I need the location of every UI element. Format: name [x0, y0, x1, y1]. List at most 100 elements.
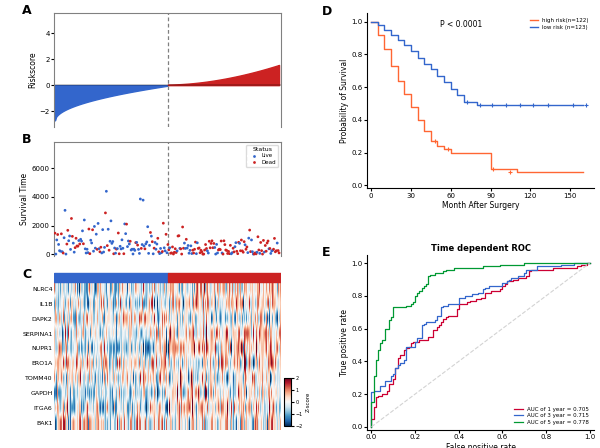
Point [208, 244, 218, 251]
Point [271, 248, 280, 255]
Text: C: C [22, 268, 31, 281]
Point [475, 102, 485, 109]
Point [125, 241, 134, 248]
Point [502, 102, 511, 109]
Point [236, 237, 246, 244]
Point [129, 246, 139, 253]
Point [139, 197, 148, 204]
Point [257, 247, 266, 254]
Point [209, 240, 218, 247]
Point [128, 250, 138, 258]
Point [177, 250, 187, 258]
Point [54, 241, 64, 248]
AUC of 5 year = 0.778 [586, 261, 593, 266]
Point [181, 236, 191, 243]
Point [127, 246, 136, 254]
Point [112, 246, 121, 253]
Point [136, 245, 146, 252]
Point [56, 248, 65, 255]
Point [101, 209, 110, 216]
Point [193, 245, 203, 252]
Point [172, 249, 181, 256]
Point [179, 245, 188, 252]
Point [462, 98, 472, 105]
Point [205, 238, 214, 245]
Point [262, 248, 271, 255]
Point [82, 250, 91, 257]
Point [263, 237, 273, 245]
Point [226, 250, 236, 257]
Point [260, 249, 269, 256]
Point [113, 229, 123, 237]
Point [76, 236, 85, 243]
Point [194, 245, 204, 252]
Legend: high risk(n=122), low risk (n=123): high risk(n=122), low risk (n=123) [527, 16, 591, 32]
Point [244, 235, 254, 242]
Point [256, 239, 265, 246]
Point [110, 245, 119, 252]
Point [154, 248, 164, 255]
Point [274, 247, 283, 254]
Point [91, 231, 101, 238]
Point [198, 250, 208, 258]
Point [140, 245, 150, 252]
Point [66, 246, 76, 253]
Point [83, 249, 93, 256]
AUC of 5 year = 0.778 [514, 262, 521, 267]
Point [581, 102, 591, 109]
AUC of 5 year = 0.778 [580, 261, 587, 266]
Point [150, 239, 160, 246]
Point [205, 244, 215, 251]
Point [86, 237, 95, 244]
Point [202, 245, 211, 252]
Point [160, 247, 170, 254]
Point [188, 246, 197, 254]
Point [60, 207, 70, 214]
Point [99, 249, 109, 256]
Point [230, 243, 240, 250]
Point [184, 242, 193, 249]
Point [215, 246, 224, 253]
Point [55, 247, 64, 254]
Point [224, 250, 234, 257]
Point [172, 247, 182, 254]
Point [253, 233, 263, 241]
Point [262, 239, 272, 246]
Point [515, 102, 524, 109]
Point [488, 165, 498, 172]
Point [170, 245, 180, 252]
X-axis label: Month After Surgery: Month After Surgery [442, 202, 520, 211]
Text: E: E [322, 246, 330, 259]
Point [130, 247, 140, 254]
Point [162, 249, 172, 256]
Point [158, 220, 168, 227]
Point [189, 250, 199, 257]
Point [232, 248, 242, 255]
Point [214, 246, 223, 254]
Point [201, 241, 211, 248]
Point [235, 240, 244, 247]
Point [131, 239, 140, 246]
Point [122, 220, 131, 228]
Point [272, 240, 282, 247]
Point [113, 245, 122, 252]
Point [142, 238, 152, 246]
Point [264, 245, 274, 252]
Point [77, 227, 87, 234]
Point [212, 241, 221, 248]
Point [195, 249, 205, 256]
Point [103, 226, 113, 233]
Point [240, 241, 250, 248]
Line: AUC of 5 year = 0.778: AUC of 5 year = 0.778 [371, 263, 590, 427]
Point [104, 246, 114, 254]
Point [226, 242, 235, 249]
Point [234, 239, 244, 246]
AUC of 1 year = 0.705 [440, 316, 447, 322]
Point [221, 246, 230, 254]
Point [87, 239, 97, 246]
Point [85, 250, 95, 257]
Point [127, 246, 137, 253]
Point [258, 250, 268, 258]
Point [136, 195, 145, 202]
AUC of 3 year = 0.715 [460, 295, 467, 300]
